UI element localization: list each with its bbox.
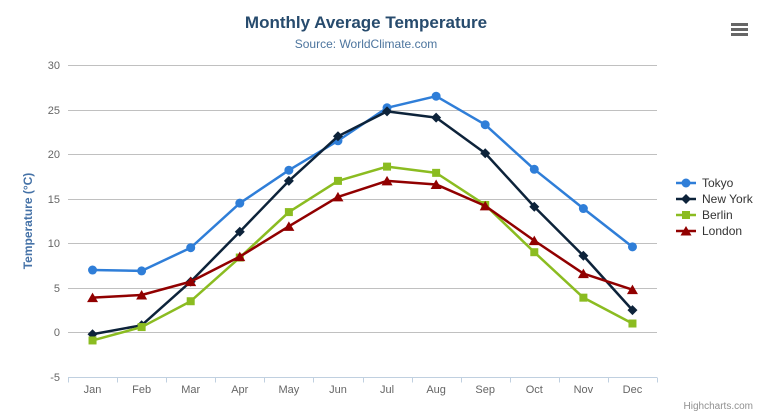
series-london-point[interactable]: [577, 268, 589, 279]
x-axis-label: May: [278, 384, 299, 396]
series-tokyo-point[interactable]: [578, 204, 588, 214]
series-berlin-line[interactable]: [91, 165, 634, 342]
y-axis-label: 10: [48, 238, 60, 250]
context-menu-button[interactable]: [728, 19, 751, 40]
x-axis-label: Jul: [380, 384, 394, 396]
series-new-york-point[interactable]: [480, 148, 491, 159]
series-berlin-point[interactable]: [530, 248, 539, 257]
series-new-york-point[interactable]: [234, 226, 245, 237]
series-tokyo-line[interactable]: [91, 94, 634, 273]
chart-title: Monthly Average Temperature: [244, 13, 488, 32]
series-berlin-point[interactable]: [383, 162, 392, 171]
y-axis-label: 30: [48, 60, 60, 72]
legend-item-tokyo[interactable]: Tokyo: [675, 177, 753, 189]
series-tokyo-point[interactable]: [137, 266, 147, 276]
series-berlin-point[interactable]: [579, 293, 588, 302]
series-london-point[interactable]: [185, 276, 197, 287]
series-berlin-point[interactable]: [333, 176, 342, 185]
legend-label: Berlin: [702, 208, 733, 222]
x-axis-label: Nov: [574, 384, 594, 396]
series-berlin-point[interactable]: [628, 319, 637, 328]
y-axis-label: -5: [50, 372, 60, 384]
diamond-marker-icon: [676, 194, 696, 204]
series-tokyo-point[interactable]: [284, 165, 294, 175]
series-london-point[interactable]: [430, 179, 442, 189]
legend-item-new-york[interactable]: New York: [675, 193, 753, 205]
x-axis-label: Oct: [526, 384, 543, 396]
credits-link[interactable]: Highcharts.com: [683, 401, 753, 412]
series-tokyo-point[interactable]: [529, 164, 539, 174]
x-axis-label: Aug: [426, 384, 446, 396]
legend-item-london[interactable]: London: [675, 225, 753, 237]
hamburger-icon: [731, 23, 748, 26]
x-axis-label: Sep: [475, 384, 495, 396]
hamburger-icon: [731, 28, 748, 31]
series-tokyo-point[interactable]: [431, 91, 441, 101]
series-london-point[interactable]: [234, 251, 246, 262]
y-axis-label: 15: [48, 194, 60, 206]
series-berlin-point[interactable]: [186, 297, 195, 306]
series-london-point[interactable]: [528, 235, 540, 246]
series-london-point[interactable]: [283, 221, 295, 231]
legend-label: New York: [702, 192, 753, 206]
series-berlin-point[interactable]: [432, 168, 441, 177]
series-london-point[interactable]: [479, 200, 491, 211]
legend-label: London: [702, 224, 743, 238]
series-new-york-point[interactable]: [529, 201, 540, 212]
series-new-york-point[interactable]: [283, 175, 294, 186]
y-axis-label: 25: [48, 105, 60, 117]
series-new-york-point[interactable]: [578, 250, 589, 261]
x-axis-label: Jun: [329, 384, 347, 396]
series-london-point[interactable]: [136, 289, 148, 300]
chart-subtitle: Source: WorldClimate.com: [294, 37, 438, 51]
series-new-york-point[interactable]: [627, 305, 638, 316]
x-axis-label: Dec: [623, 384, 643, 396]
x-axis-label: Apr: [231, 384, 248, 396]
legend: Tokyo New York Berlin London: [675, 177, 753, 241]
square-marker-icon: [676, 211, 696, 219]
series-tokyo-point[interactable]: [88, 265, 98, 275]
x-axis-label: Jan: [84, 384, 102, 396]
series-new-york-point[interactable]: [332, 131, 343, 142]
y-axis-title: Temperature (°C): [21, 172, 35, 270]
y-axis-label: 5: [54, 283, 60, 295]
legend-label: Tokyo: [702, 176, 734, 190]
x-axis-label: Feb: [132, 384, 151, 396]
series-berlin-point[interactable]: [88, 336, 97, 345]
x-axis-label: Mar: [181, 384, 200, 396]
y-axis-label: 0: [54, 327, 60, 339]
hamburger-icon: [731, 33, 748, 36]
series-london-point[interactable]: [87, 292, 99, 303]
circle-marker-icon: [676, 178, 696, 188]
series-new-york-line[interactable]: [91, 110, 634, 336]
series-berlin-point[interactable]: [284, 208, 293, 217]
series-tokyo-point[interactable]: [186, 243, 196, 253]
series-london-point[interactable]: [626, 284, 638, 295]
series-tokyo-point[interactable]: [235, 198, 245, 208]
series-london-line[interactable]: [91, 179, 634, 299]
triangle-marker-icon: [676, 226, 696, 236]
legend-item-berlin[interactable]: Berlin: [675, 209, 753, 221]
series-berlin-point[interactable]: [137, 323, 146, 332]
series-london-point[interactable]: [381, 175, 393, 186]
y-axis-label: 20: [48, 149, 60, 161]
series-london-point[interactable]: [332, 191, 344, 202]
series-new-york-point[interactable]: [431, 112, 442, 123]
series-tokyo-point[interactable]: [480, 120, 490, 130]
series-new-york-point[interactable]: [382, 106, 393, 117]
series-tokyo-point[interactable]: [627, 242, 637, 252]
